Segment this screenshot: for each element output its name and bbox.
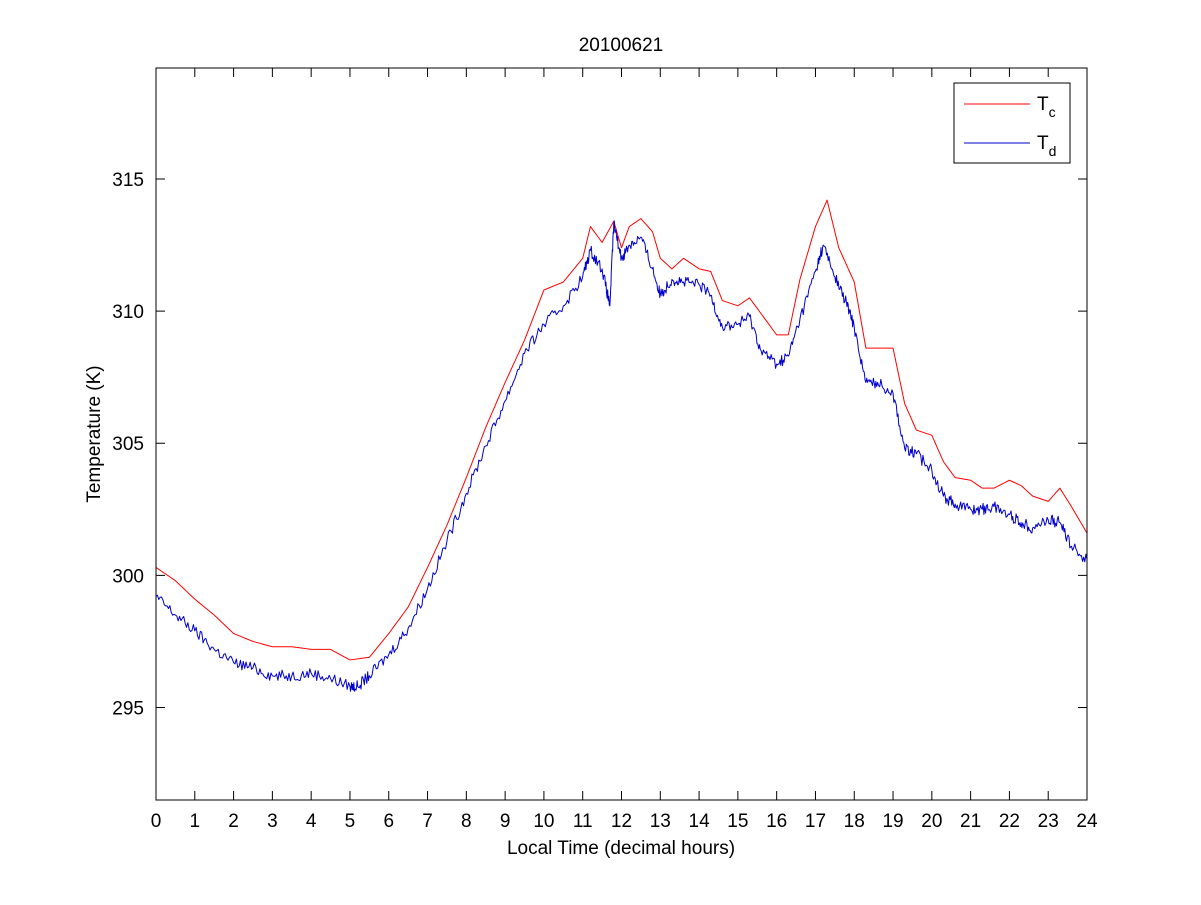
- y-tick-label: 305: [112, 434, 144, 455]
- legend: Tc Td: [953, 82, 1071, 164]
- x-tick-label: 22: [999, 811, 1020, 832]
- x-tick-label: 6: [383, 811, 394, 832]
- legend-label-tc-sub: c: [1049, 104, 1056, 120]
- x-tick-label: 16: [766, 811, 787, 832]
- x-tick-label: 17: [805, 811, 826, 832]
- x-tick-label: 18: [844, 811, 865, 832]
- x-tick-label: 21: [960, 811, 981, 832]
- y-axis-label: Temperature (K): [84, 365, 105, 502]
- x-tick-label: 11: [573, 811, 593, 832]
- x-tick-label: 24: [1076, 811, 1098, 832]
- x-axis-label: Local Time (decimal hours): [507, 838, 735, 859]
- x-tick-label: 19: [882, 811, 903, 832]
- series-layer: [155, 199, 1088, 692]
- x-axis-ticks: 0 1 2 3 4 5 6 7 8 9 10 11 12 13 14 15 16 17 18 19 20 21 22 23 24: [151, 68, 1098, 832]
- y-tick-label: 310: [112, 302, 144, 323]
- legend-label-tc: Tc: [1037, 94, 1056, 120]
- x-tick-label: 3: [267, 811, 278, 832]
- x-tick-label: 20: [921, 811, 942, 832]
- x-tick-label: 9: [500, 811, 511, 832]
- x-tick-label: 2: [228, 811, 239, 832]
- y-tick-label: 300: [112, 566, 144, 587]
- x-tick-label: 5: [345, 811, 356, 832]
- x-tick-label: 14: [689, 811, 711, 832]
- legend-box: [953, 82, 1071, 164]
- series-line-td: [155, 220, 1088, 692]
- x-tick-label: 0: [151, 811, 162, 832]
- legend-label-td-sub: d: [1049, 143, 1057, 159]
- legend-label-td-base: T: [1037, 133, 1049, 154]
- x-tick-label: 4: [306, 811, 317, 832]
- legend-label-tc-base: T: [1037, 94, 1049, 115]
- y-tick-label: 315: [112, 170, 144, 191]
- legend-label-td: Td: [1037, 133, 1056, 159]
- y-tick-label: 295: [112, 699, 144, 720]
- x-tick-label: 15: [727, 811, 748, 832]
- x-tick-label: 10: [533, 811, 554, 832]
- x-tick-label: 8: [461, 811, 472, 832]
- series-line-tc: [155, 199, 1088, 661]
- y-axis-ticks: 295 300 305 310 315: [112, 170, 1087, 720]
- x-tick-label: 1: [190, 811, 201, 832]
- chart-title: 20100621: [579, 35, 664, 56]
- x-tick-label: 12: [611, 811, 632, 832]
- x-tick-label: 7: [422, 811, 433, 832]
- x-tick-label: 13: [650, 811, 671, 832]
- x-tick-label: 23: [1038, 811, 1059, 832]
